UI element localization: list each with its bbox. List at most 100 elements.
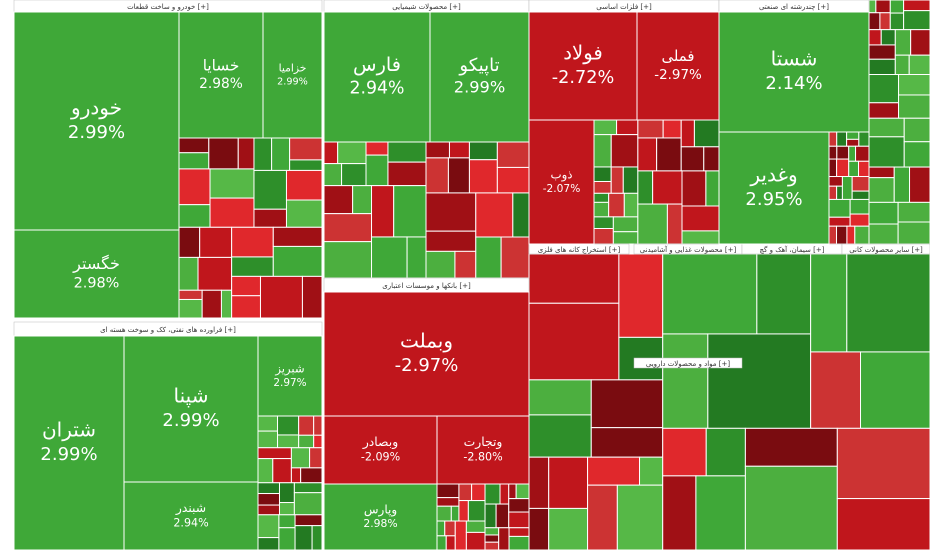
stock-tile xyxy=(718,11,870,133)
stock-tile xyxy=(454,250,477,279)
stock-tile xyxy=(828,158,838,178)
stock-tile xyxy=(836,498,930,550)
stock-tile xyxy=(371,236,408,279)
stock-tile xyxy=(294,525,313,550)
stock-change: -2.09% xyxy=(361,450,400,463)
stock-name: خگستر xyxy=(72,254,120,274)
stock-tile xyxy=(868,58,896,76)
stock-tile xyxy=(323,241,373,279)
stock-tile xyxy=(528,253,620,304)
stock-tile xyxy=(365,154,389,187)
stock-tile xyxy=(868,201,899,225)
stock-tile xyxy=(681,205,720,232)
stock-tile xyxy=(836,427,930,500)
stock-tile xyxy=(841,176,853,200)
sector-header xyxy=(633,357,743,369)
stock-tile xyxy=(436,415,530,485)
stock-tile xyxy=(868,117,905,138)
stock-tile xyxy=(285,169,323,201)
stock-change: 2.99% xyxy=(277,76,308,87)
stock-tile xyxy=(465,531,486,550)
stock-tile xyxy=(199,226,233,258)
stock-tile xyxy=(860,351,930,429)
stock-tile xyxy=(528,379,592,416)
stock-tile xyxy=(471,483,486,502)
stock-tile xyxy=(508,483,517,500)
stock-tile xyxy=(828,216,851,227)
stock-name: وبملت xyxy=(400,329,453,353)
stock-tile xyxy=(323,291,530,417)
stock-tile xyxy=(436,520,446,537)
stock-name: خودرو xyxy=(70,96,122,120)
stock-tile xyxy=(680,146,705,172)
stock-tile xyxy=(894,54,910,76)
stock-tile xyxy=(257,447,292,460)
stock-tile xyxy=(849,213,870,227)
stock-tile xyxy=(220,289,233,319)
stock-tile xyxy=(637,119,664,139)
stock-tile xyxy=(496,141,530,168)
stock-tile xyxy=(889,0,905,14)
stock-tile xyxy=(855,145,870,162)
stock-name: شستا xyxy=(771,47,818,71)
stock-name: شتران xyxy=(42,418,96,442)
stock-tile xyxy=(508,535,530,550)
stock-name: شپنا xyxy=(174,384,209,409)
stock-tile xyxy=(548,507,589,550)
stock-tile xyxy=(662,427,707,477)
stock-tile xyxy=(454,520,467,550)
stock-tile xyxy=(880,29,896,46)
stock-tile xyxy=(637,170,654,205)
stock-tile xyxy=(293,492,323,516)
stock-tile xyxy=(662,333,709,429)
stock-tile xyxy=(498,527,510,550)
stock-tile xyxy=(436,535,447,550)
stock-name: تاپیکو xyxy=(458,55,499,76)
stock-tile xyxy=(448,141,470,159)
stock-tile xyxy=(528,456,550,509)
sector-title: محصولات غذایی و آشامیدنی [+] xyxy=(640,245,737,254)
stock-tile xyxy=(444,520,456,537)
stock-tile xyxy=(278,482,295,504)
stock-tile xyxy=(468,159,498,194)
stock-tile xyxy=(639,456,664,486)
stock-tile xyxy=(528,507,550,550)
stock-tile xyxy=(13,229,180,319)
stock-tile xyxy=(508,498,530,513)
stock-tile xyxy=(341,163,367,187)
stock-tile xyxy=(484,483,501,505)
stock-tile xyxy=(593,134,612,168)
stock-tile xyxy=(879,12,891,31)
stock-name: خزامیا xyxy=(279,62,307,75)
stock-tile xyxy=(257,537,280,550)
stock-tile xyxy=(13,11,180,231)
stock-tile xyxy=(178,11,264,139)
stock-tile xyxy=(447,157,470,194)
stock-tile xyxy=(272,458,292,484)
stock-tile xyxy=(868,166,895,179)
stock-tile xyxy=(828,185,838,200)
stock-tile xyxy=(323,163,343,187)
stock-tile xyxy=(257,504,280,516)
stock-tile xyxy=(371,185,395,238)
stock-tile xyxy=(293,482,323,494)
stock-tile xyxy=(868,102,900,119)
stock-tile xyxy=(484,503,497,529)
stock-tile xyxy=(854,225,870,245)
stock-tile xyxy=(499,483,510,505)
stock-tile xyxy=(178,137,210,154)
stock-tile xyxy=(623,192,639,218)
stock-tile xyxy=(612,216,639,233)
stock-tile xyxy=(705,170,720,207)
stock-change: 2.98% xyxy=(363,517,397,530)
stock-tile xyxy=(703,146,720,172)
stock-tile xyxy=(425,157,449,194)
stock-tile xyxy=(208,137,239,170)
stock-tile xyxy=(231,256,274,277)
stock-tile xyxy=(500,236,530,279)
stock-tile xyxy=(178,256,199,291)
stock-tile xyxy=(257,493,280,506)
stock-tile xyxy=(718,131,830,245)
stock-name: فارس xyxy=(353,53,401,76)
stock-name: فولاد xyxy=(563,42,602,65)
